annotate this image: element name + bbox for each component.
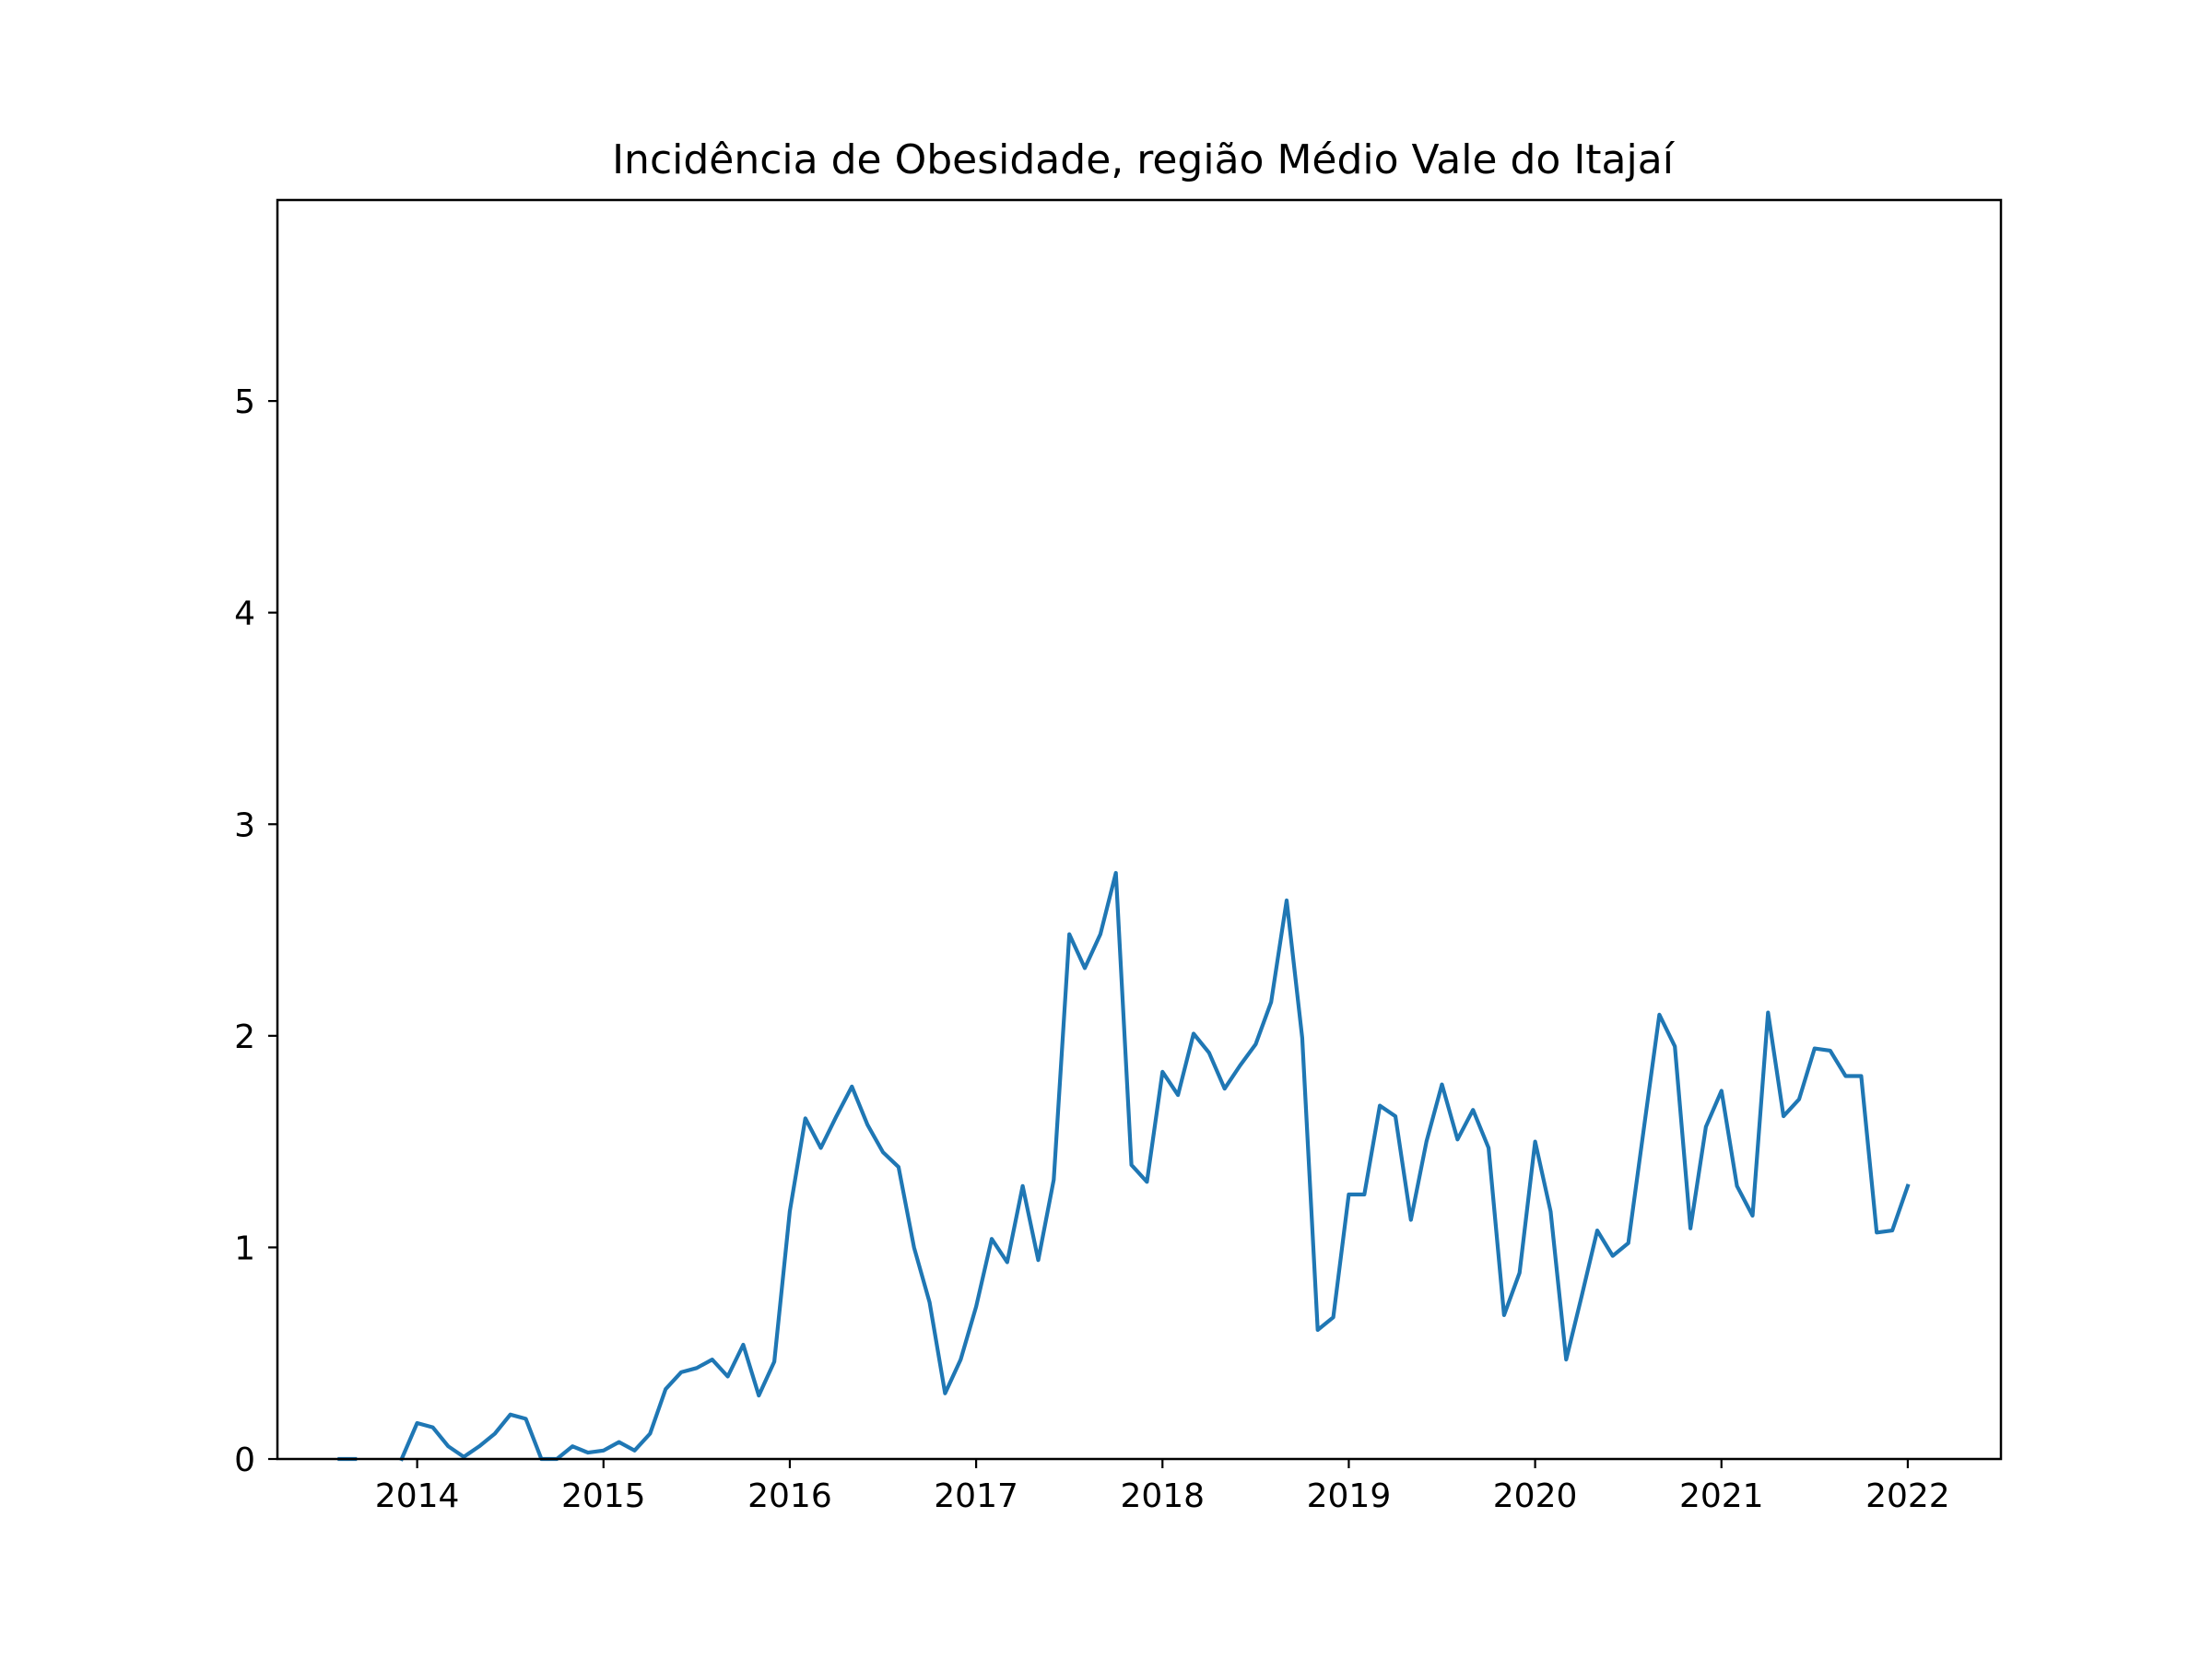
x-tick-label: 2021 [1679, 1477, 1764, 1515]
y-tick-label: 1 [234, 1230, 255, 1267]
plot-frame [276, 198, 2003, 1461]
x-tick-label: 2016 [747, 1477, 832, 1515]
x-tick-label: 2017 [934, 1477, 1018, 1515]
x-tick-label: 2022 [1865, 1477, 1950, 1515]
y-tick-label: 5 [234, 383, 255, 421]
x-tick-label: 2019 [1307, 1477, 1392, 1515]
x-tick-label: 2014 [375, 1477, 460, 1515]
x-axis: 2014 2015 2016 2017 2018 2019 2020 2021 2022 [375, 1459, 1950, 1515]
x-tick-label: 2015 [561, 1477, 646, 1515]
chart-title: Incidência de Obesidade, região Médio Va… [612, 136, 1676, 183]
x-tick-label: 2020 [1493, 1477, 1578, 1515]
series-line [399, 871, 1911, 1462]
y-axis: 0 1 2 3 4 5 [234, 383, 277, 1479]
y-tick-label: 3 [234, 806, 255, 844]
y-tick-label: 0 [234, 1441, 255, 1479]
x-tick-label: 2018 [1120, 1477, 1205, 1515]
y-tick-label: 4 [234, 595, 255, 633]
y-tick-label: 2 [234, 1018, 255, 1056]
